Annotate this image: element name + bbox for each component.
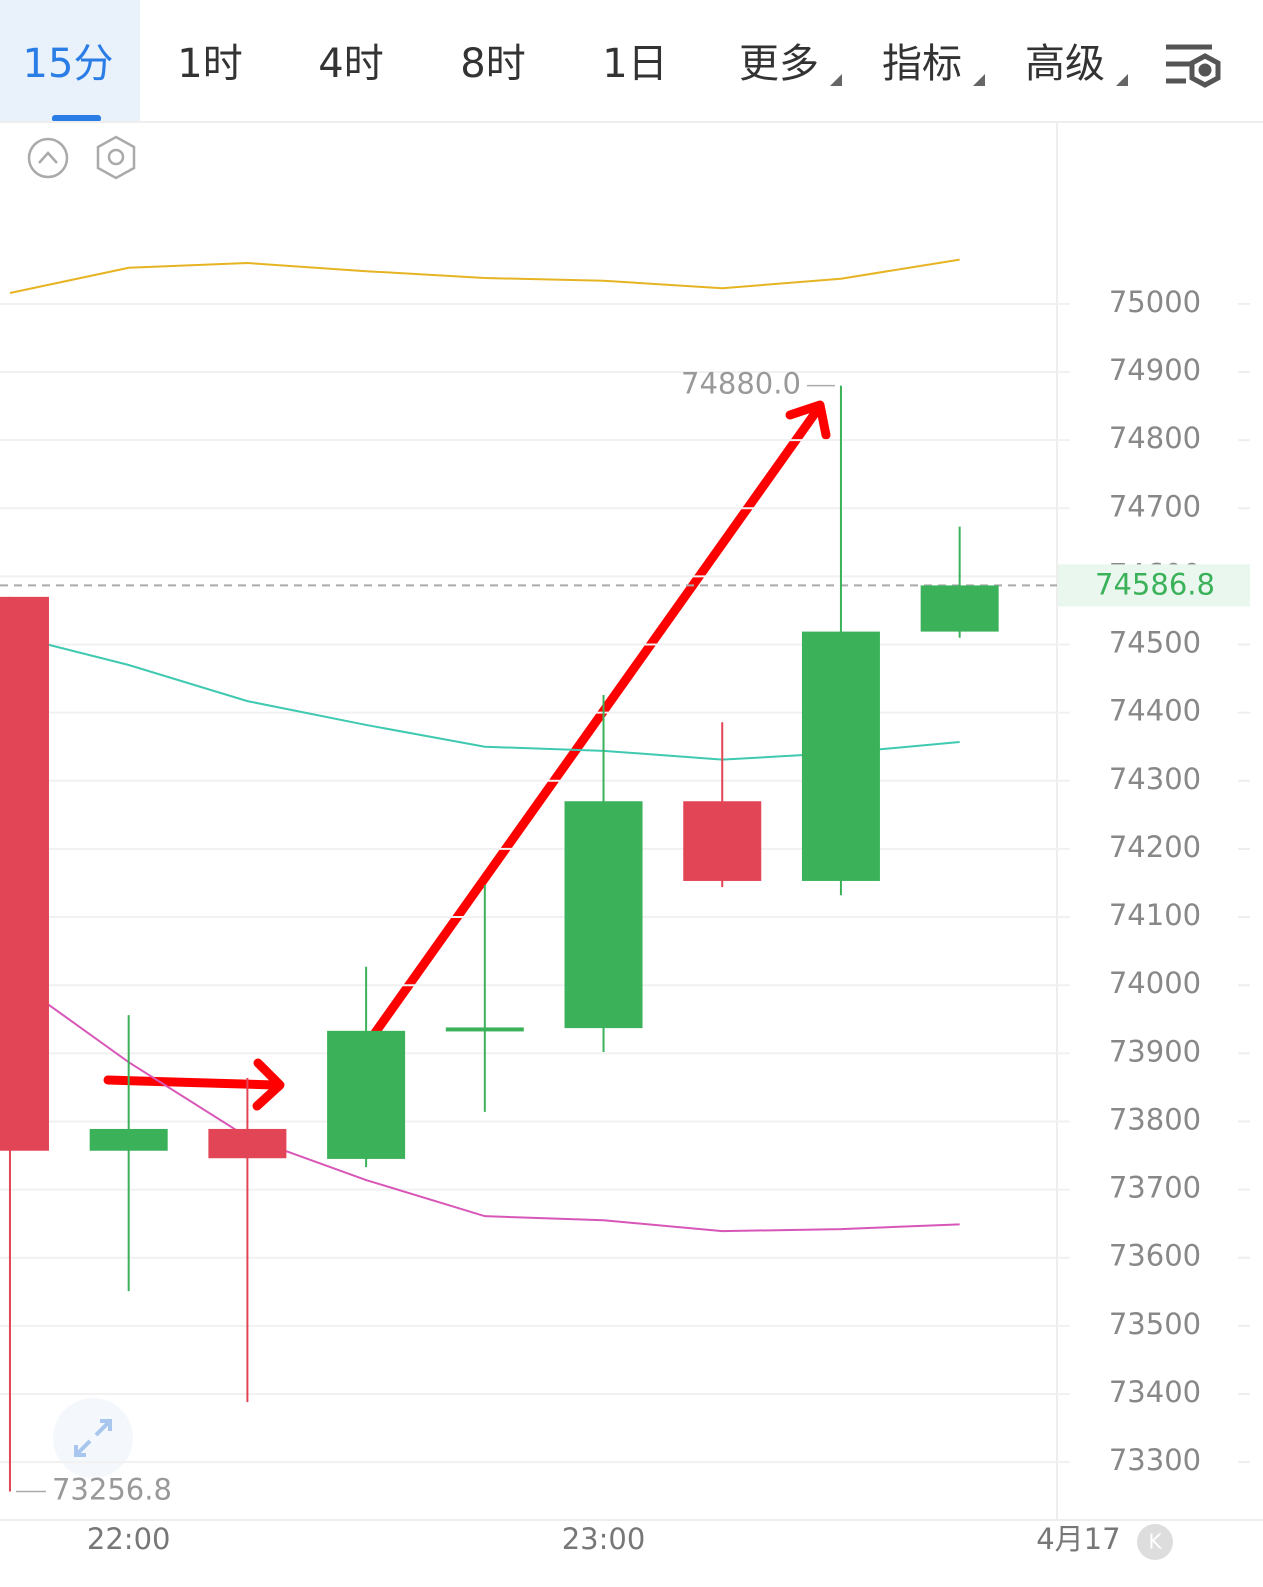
y-tick-label: 74900 (1109, 353, 1201, 387)
tab-label[interactable]: 15分 (23, 41, 114, 87)
expand-icon (74, 1419, 112, 1457)
y-tick-label: 75000 (1109, 285, 1201, 319)
y-tick-label: 73600 (1109, 1239, 1201, 1273)
y-tick-label: 74200 (1109, 830, 1201, 864)
triangle (973, 74, 985, 86)
last-price-badge (1058, 564, 1250, 607)
tab-label[interactable]: 1时 (177, 41, 242, 87)
settings-icon[interactable] (1166, 44, 1221, 88)
candle-body (89, 1128, 168, 1151)
tab-label[interactable]: 1日 (602, 41, 667, 87)
y-tick-label: 74700 (1109, 489, 1201, 523)
arrow (103, 1075, 280, 1090)
last-price-label: 74586.8 (1095, 567, 1215, 601)
tab-label[interactable]: 4时 (318, 41, 383, 87)
tab-label[interactable]: 更多 (739, 41, 819, 87)
y-tick-label: 74400 (1109, 694, 1201, 728)
low-label: 73256.8 (52, 1473, 172, 1507)
candle-body (801, 631, 880, 881)
expand-button[interactable] (53, 1398, 133, 1478)
dropdown-triangles (830, 74, 1128, 86)
tab-bar (0, 0, 1263, 122)
candle-body (920, 585, 999, 632)
y-tick-label: 74100 (1109, 898, 1201, 932)
tab-label[interactable]: 8时 (460, 41, 525, 87)
arrow-head (785, 400, 831, 440)
y-tick-label: 73800 (1109, 1102, 1201, 1136)
ma-line (9, 634, 960, 761)
x-tick-label: 22:00 (87, 1522, 171, 1556)
k-icon[interactable] (1137, 1524, 1173, 1560)
triangle (1116, 74, 1128, 86)
high-label: 74880.0 (681, 367, 801, 401)
y-tick-label: 73300 (1109, 1443, 1201, 1477)
triangle (830, 74, 842, 86)
ma-line (9, 976, 960, 1233)
ma-line (9, 258, 960, 294)
k-icon-letter: K (1148, 1530, 1162, 1554)
y-tick-label: 74300 (1109, 762, 1201, 796)
arrow (333, 404, 823, 1090)
x-tick-label: 23:00 (562, 1522, 646, 1556)
candle-body (445, 1027, 524, 1032)
y-tick-label: 74000 (1109, 966, 1201, 1000)
y-tick-label: 74500 (1109, 626, 1201, 660)
y-tick-label: 73700 (1109, 1171, 1201, 1205)
candle-body (327, 1030, 406, 1159)
candle-body (564, 801, 643, 1029)
candle-body (683, 801, 762, 881)
annotation-arrows (103, 400, 831, 1111)
arrow-head (252, 1058, 285, 1111)
y-tick-label: 73900 (1109, 1034, 1201, 1068)
active-tab-bg (0, 0, 140, 122)
candle-body (0, 596, 49, 1151)
y-tick-label: 73400 (1109, 1375, 1201, 1409)
y-tick-label: 74800 (1109, 421, 1201, 455)
y-tick-label: 73500 (1109, 1307, 1201, 1341)
tab-label[interactable]: 指标 (882, 41, 962, 87)
candle-body (208, 1128, 287, 1159)
tab-label[interactable]: 高级 (1025, 41, 1105, 87)
x-tick-label: 4月17 (1036, 1522, 1120, 1556)
grid (0, 302, 1250, 1464)
active-tab-underline (52, 115, 101, 122)
chart-tools[interactable] (27, 135, 136, 180)
